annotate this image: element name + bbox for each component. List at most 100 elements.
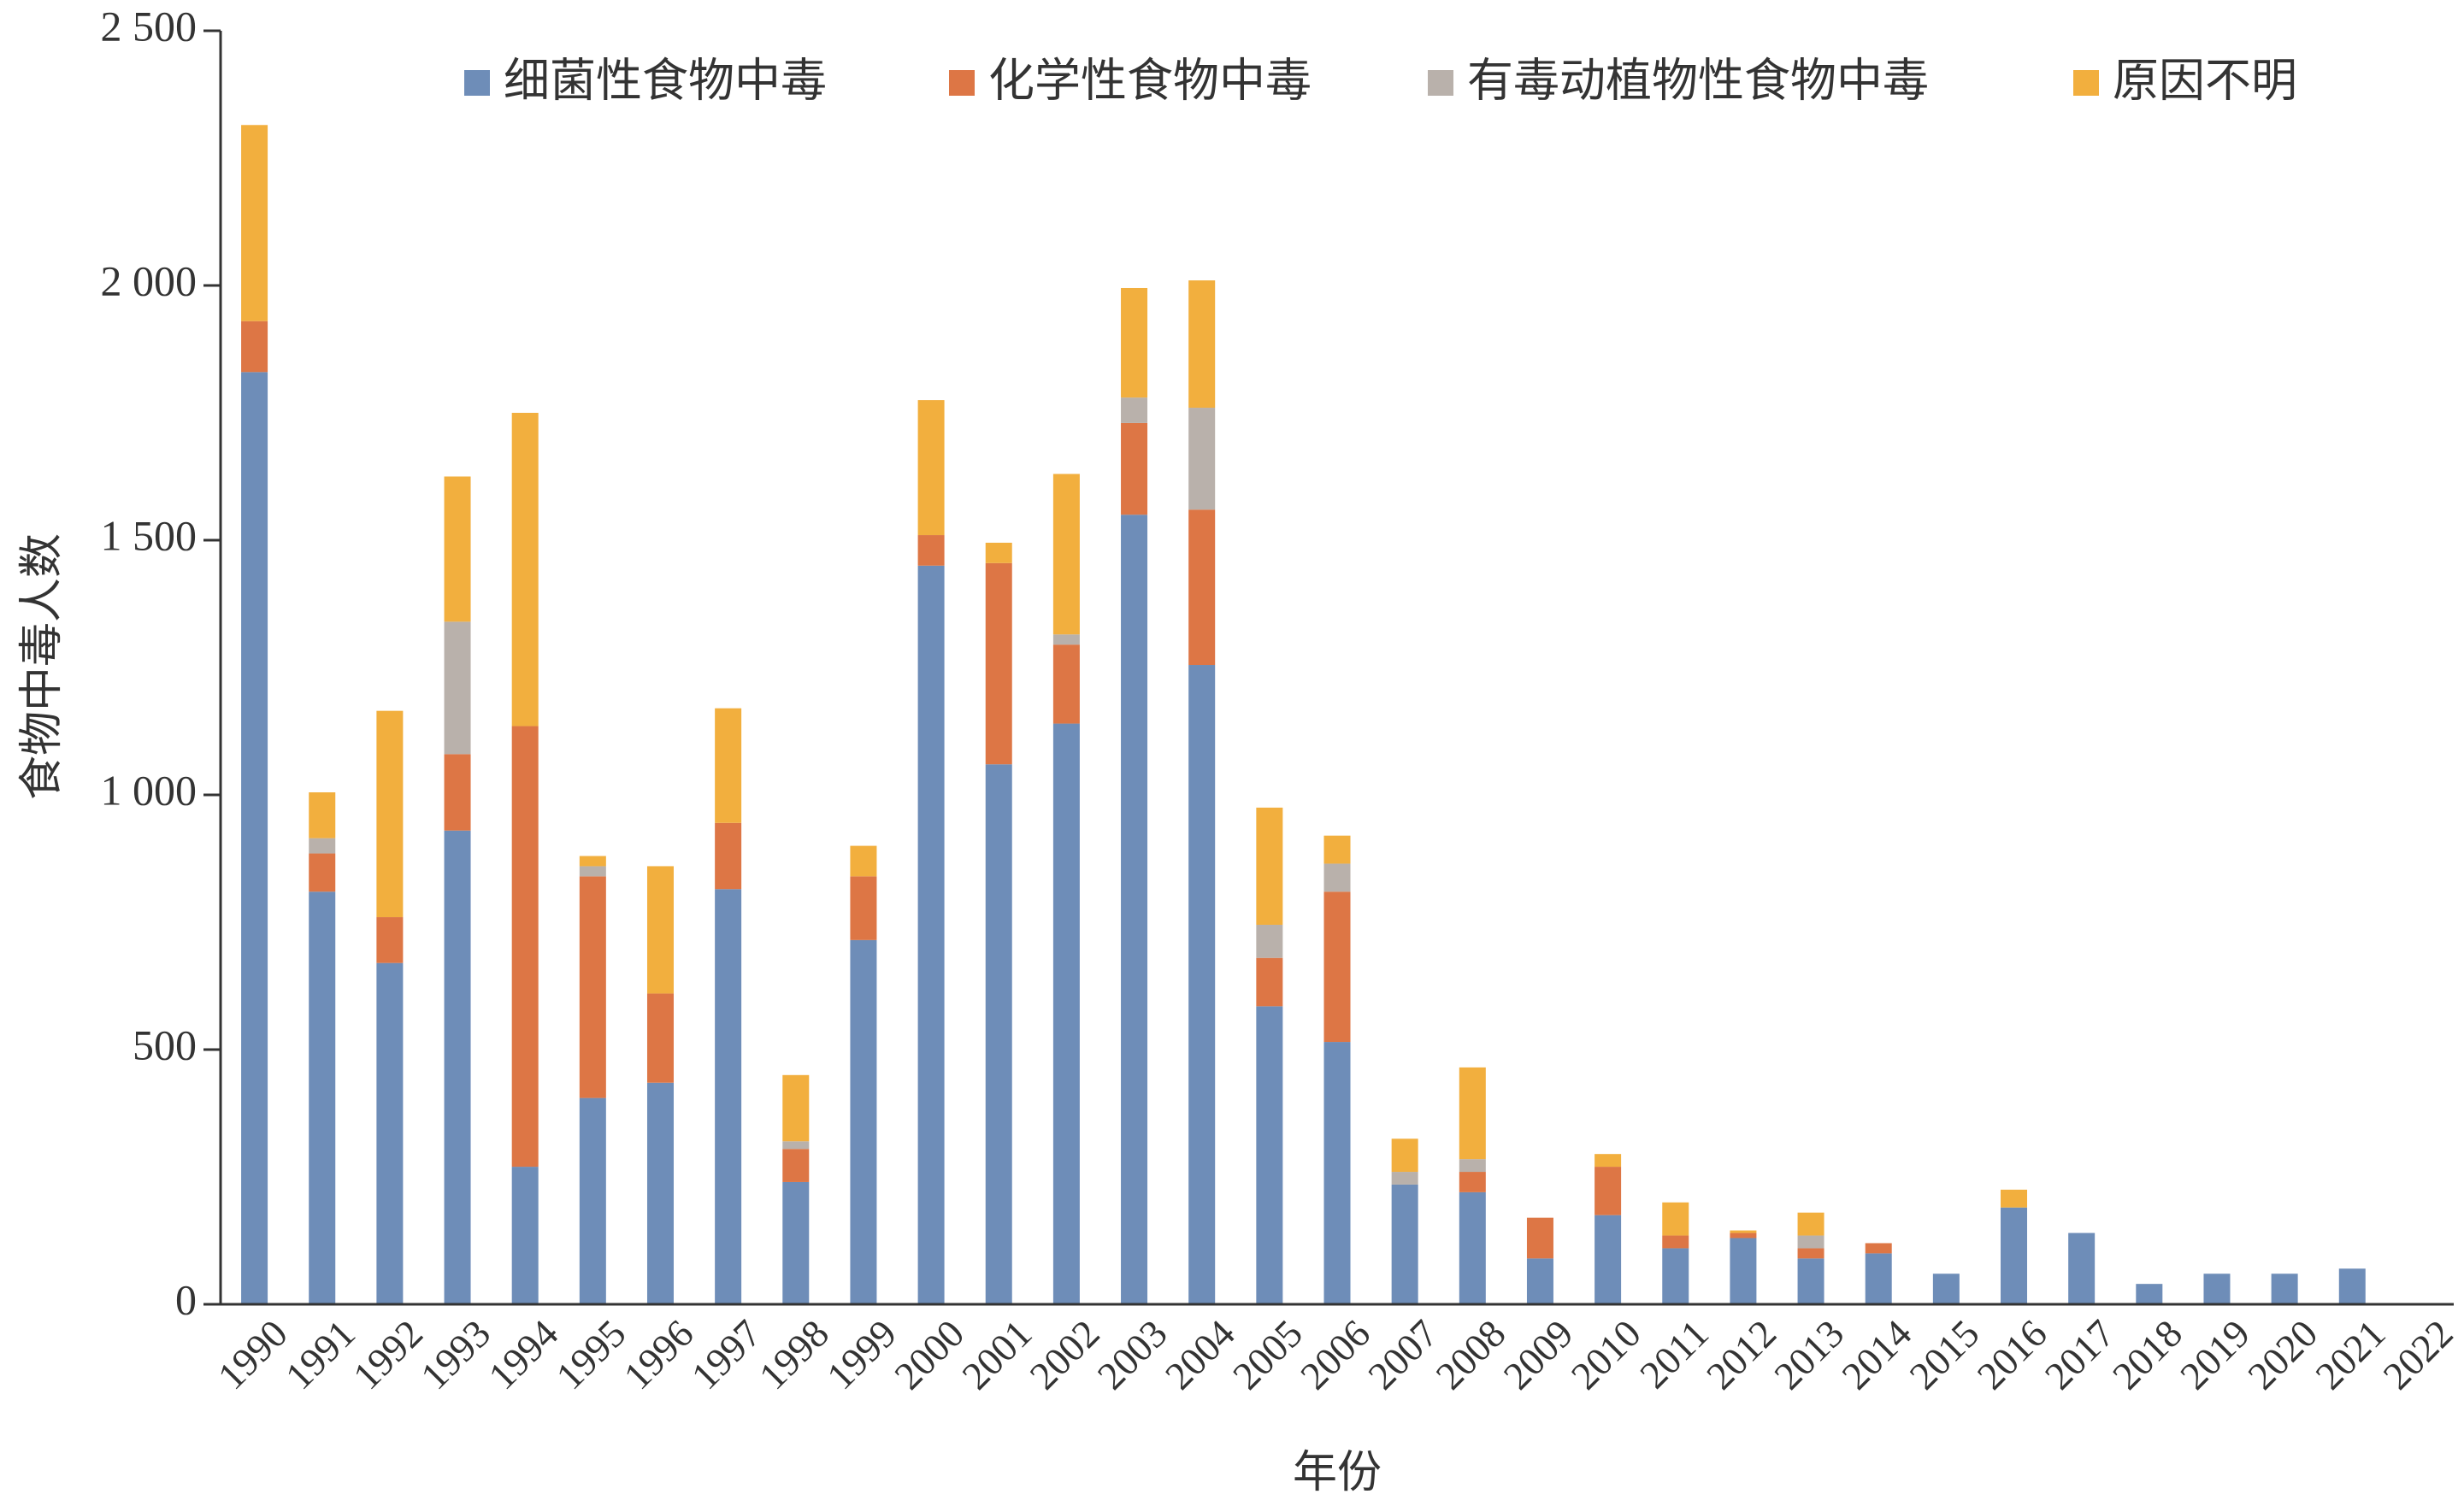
- x-tick-label: 1999: [818, 1311, 905, 1397]
- bar-segment-2004-s2: [1188, 408, 1216, 510]
- bar-segment-2003-s3: [1121, 287, 1148, 398]
- x-tick-label: 2013: [1765, 1311, 1852, 1397]
- bar-segment-2013-s1: [1797, 1248, 1824, 1259]
- bar-segment-2001-s3: [985, 542, 1012, 563]
- x-tick-label: 2005: [1224, 1311, 1311, 1397]
- bar-segment-1995-s2: [579, 866, 606, 877]
- x-tick-label: 2010: [1563, 1311, 1649, 1397]
- bar-segment-2014-s1: [1865, 1243, 1892, 1254]
- bar-segment-2016-s3: [2001, 1189, 2028, 1208]
- legend-label: 化学性食物中毒: [988, 54, 1312, 108]
- bar-segment-2011-s3: [1662, 1202, 1689, 1236]
- bar-segment-2021-s0: [2338, 1268, 2366, 1304]
- x-tick-label: 1997: [683, 1311, 769, 1397]
- x-tick-label: 1998: [751, 1311, 837, 1397]
- bar-segment-2002-s2: [1052, 634, 1080, 645]
- bar-segment-2002-s3: [1052, 474, 1080, 635]
- bar-segment-2000-s1: [917, 535, 945, 566]
- bar-segment-2006-s1: [1323, 891, 1351, 1043]
- bar-segment-1990-s1: [241, 321, 268, 373]
- y-tick-label: 1 000: [101, 766, 197, 814]
- y-tick-label: 0: [175, 1275, 197, 1323]
- bar-segment-2015-s0: [1932, 1274, 1960, 1304]
- bar-segment-1995-s0: [579, 1097, 606, 1304]
- bar-segment-2009-s0: [1526, 1258, 1553, 1304]
- bar-segment-1995-s3: [579, 856, 606, 867]
- bar-segment-1997-s0: [715, 889, 742, 1304]
- bar-segment-2003-s1: [1121, 422, 1148, 515]
- x-tick-label: 2020: [2239, 1311, 2325, 1397]
- x-tick-label: 1994: [480, 1311, 566, 1397]
- bar-segment-2018-s0: [2136, 1284, 2163, 1304]
- bar-segment-2004-s3: [1188, 280, 1216, 409]
- x-tick-label: 2019: [2172, 1311, 2258, 1397]
- bar-segment-2010-s0: [1595, 1215, 1622, 1304]
- bar-segment-2008-s2: [1459, 1159, 1486, 1173]
- legend-swatch: [2073, 70, 2099, 96]
- bar-segment-2006-s2: [1323, 863, 1351, 892]
- x-tick-label: 2011: [1631, 1311, 1717, 1397]
- bar-segment-1995-s1: [579, 876, 606, 1098]
- x-tick-label: 2017: [2037, 1311, 2123, 1397]
- legend: 细菌性食物中毒 化学性食物中毒 有毒动植物性食物中毒 原因不明: [464, 54, 2297, 108]
- bar-segment-2001-s1: [985, 562, 1012, 765]
- bar-segment-1996-s3: [646, 866, 674, 994]
- legend-swatch: [464, 70, 490, 96]
- x-tick-label: 2016: [1969, 1311, 2055, 1397]
- bar-segment-1992-s3: [376, 710, 404, 918]
- bar-segment-2007-s0: [1391, 1184, 1418, 1304]
- y-tick-label: 2 500: [101, 2, 197, 50]
- y-axis-title: 食物中毒人数: [16, 533, 68, 800]
- bar-segment-2003-s2: [1121, 397, 1148, 423]
- bar-segment-2002-s0: [1052, 723, 1080, 1304]
- bar-segment-1992-s1: [376, 917, 404, 963]
- x-tick-label: 1993: [412, 1311, 498, 1397]
- bar-segment-1999-s3: [850, 845, 877, 877]
- bar-segment-2012-s1: [1730, 1232, 1757, 1238]
- y-tick-label: 1 500: [101, 511, 197, 559]
- x-tick-label: 2006: [1292, 1311, 1378, 1397]
- bar-segment-1998-s1: [782, 1149, 810, 1182]
- bar-segment-2005-s3: [1256, 807, 1283, 925]
- x-tick-label: 2021: [2307, 1311, 2393, 1397]
- x-tick-label: 2001: [953, 1311, 1040, 1397]
- bar-segment-1990-s3: [241, 125, 268, 321]
- bar-segment-1993-s3: [444, 476, 471, 622]
- bar-segment-2001-s0: [985, 764, 1012, 1304]
- bar-segment-1991-s3: [309, 792, 336, 838]
- bar-segment-2011-s1: [1662, 1235, 1689, 1249]
- bar-segment-1997-s1: [715, 822, 742, 890]
- bar-segment-2005-s0: [1256, 1006, 1283, 1304]
- bar-segment-2006-s0: [1323, 1042, 1351, 1304]
- bar-segment-2019-s0: [2203, 1274, 2231, 1304]
- bar-segment-2002-s1: [1052, 644, 1080, 724]
- bar-segment-1994-s0: [511, 1167, 539, 1304]
- bar-segment-2013-s3: [1797, 1212, 1824, 1236]
- bar-segment-2011-s0: [1662, 1248, 1689, 1304]
- x-ticks: 1990199119921993199419951996199719981999…: [209, 1311, 2461, 1397]
- bar-segment-1992-s0: [376, 962, 404, 1304]
- x-axis-title: 年份: [1293, 1447, 1382, 1498]
- bar-segment-2013-s0: [1797, 1258, 1824, 1304]
- bars-layer: [241, 125, 2366, 1304]
- bar-segment-1996-s0: [646, 1082, 674, 1304]
- x-tick-label: 2000: [886, 1311, 972, 1397]
- x-tick-label: 2014: [1833, 1311, 1919, 1397]
- bar-segment-1996-s1: [646, 993, 674, 1083]
- x-tick-label: 2012: [1698, 1311, 1784, 1397]
- x-tick-label: 2002: [1022, 1311, 1108, 1397]
- bar-segment-1998-s2: [782, 1141, 810, 1150]
- bar-segment-2003-s0: [1121, 515, 1148, 1304]
- legend-label: 细菌性食物中毒: [504, 54, 827, 108]
- x-tick-label: 2018: [2104, 1311, 2190, 1397]
- bar-segment-2012-s3: [1730, 1230, 1757, 1233]
- legend-swatch: [949, 70, 975, 96]
- bar-segment-1993-s2: [444, 621, 471, 755]
- x-tick-label: 2015: [1901, 1311, 1988, 1397]
- bar-segment-2006-s3: [1323, 835, 1351, 864]
- x-tick-label: 1992: [345, 1311, 431, 1397]
- bar-segment-2012-s0: [1730, 1238, 1757, 1304]
- y-tick-label: 2 000: [101, 256, 197, 304]
